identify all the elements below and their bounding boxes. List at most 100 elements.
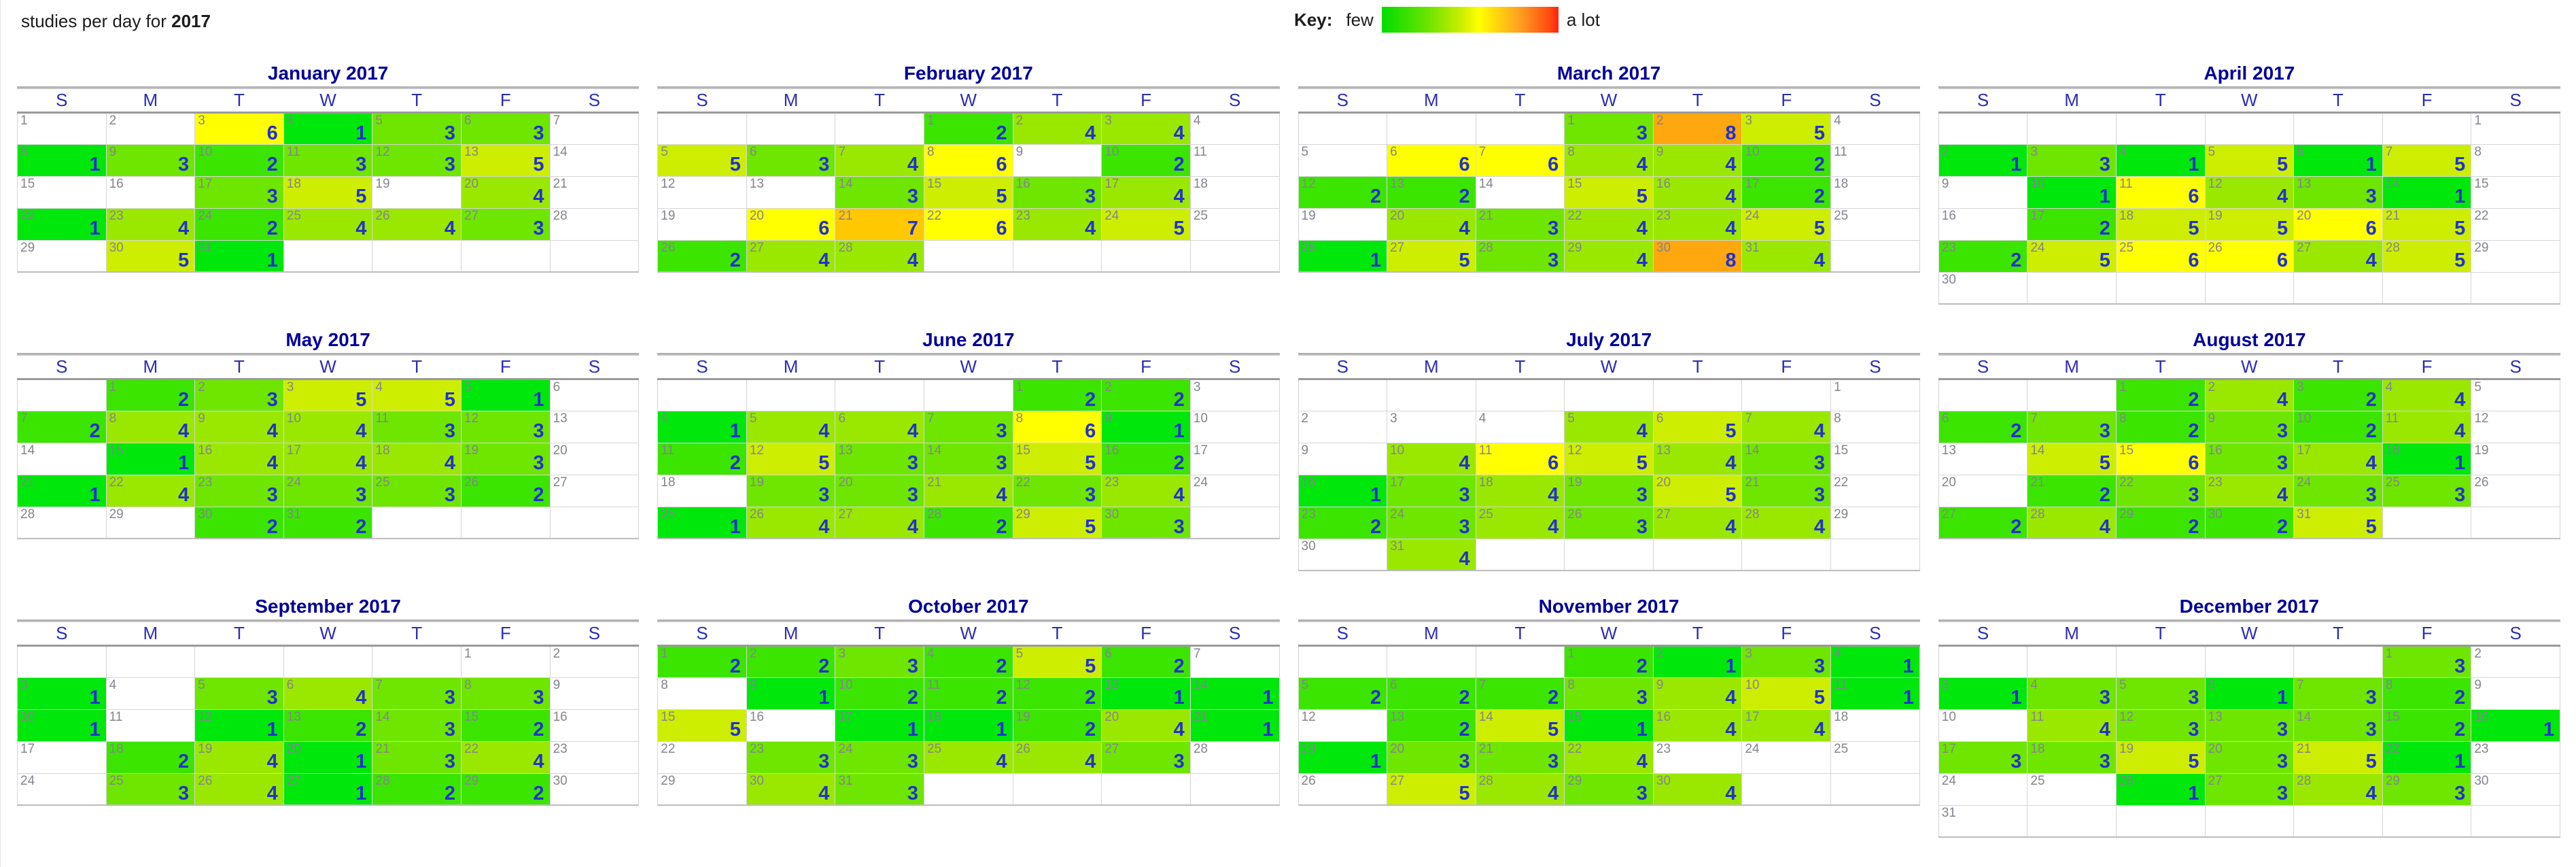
day-cell[interactable]: 31 5 (2293, 506, 2383, 539)
day-cell[interactable]: 23 2 (1938, 239, 2028, 273)
study-count[interactable]: 3 (444, 719, 455, 741)
study-count[interactable]: 1 (2365, 154, 2377, 175)
day-cell[interactable]: 18 5 (283, 175, 373, 209)
day-cell[interactable]: 24 3 (2293, 474, 2383, 507)
study-count[interactable]: 3 (2188, 719, 2199, 741)
day-cell[interactable]: 15 5 (924, 175, 1013, 209)
day-cell[interactable]: 10 1 (2027, 175, 2117, 209)
day-cell[interactable]: 26 3 (1564, 506, 1654, 539)
study-count[interactable]: 1 (1370, 484, 1382, 506)
study-count[interactable]: 4 (1173, 484, 1185, 506)
study-count[interactable]: 3 (533, 420, 544, 442)
study-count[interactable]: 5 (729, 719, 741, 741)
study-count[interactable]: 4 (818, 782, 830, 804)
study-count[interactable]: 3 (907, 751, 919, 772)
day-cell[interactable]: 14 3 (2293, 709, 2383, 742)
day-cell[interactable]: 23 4 (1012, 207, 1102, 241)
day-cell[interactable]: 15 2 (460, 709, 551, 742)
study-count[interactable]: 4 (1725, 154, 1737, 175)
day-cell[interactable]: 10 1 (17, 709, 107, 742)
study-count[interactable]: 3 (1636, 687, 1648, 709)
day-cell[interactable]: 18 3 (2027, 741, 2117, 774)
day-cell[interactable]: 14 3 (1741, 442, 1832, 475)
study-count[interactable]: 3 (266, 186, 278, 207)
study-count[interactable]: 4 (266, 782, 278, 804)
day-cell[interactable]: 10 2 (1101, 143, 1191, 177)
study-count[interactable]: 3 (444, 484, 455, 506)
study-count[interactable]: 4 (1173, 719, 1185, 741)
day-cell[interactable]: 24 5 (1741, 207, 1832, 241)
study-count[interactable]: 1 (89, 687, 101, 709)
day-cell[interactable]: 30 2 (194, 506, 284, 539)
day-cell[interactable]: 24 3 (283, 474, 373, 507)
day-cell[interactable]: 21 3 (1741, 474, 1832, 507)
day-cell[interactable]: 25 4 (1475, 506, 1565, 539)
study-count[interactable]: 5 (2276, 154, 2288, 175)
study-count[interactable]: 2 (1813, 154, 1826, 175)
study-count[interactable]: 4 (818, 515, 830, 538)
study-count[interactable]: 5 (1813, 218, 1826, 239)
study-count[interactable]: 3 (1813, 452, 1826, 474)
study-count[interactable]: 4 (2454, 388, 2466, 411)
study-count[interactable]: 3 (2188, 687, 2199, 709)
study-count[interactable]: 4 (1636, 751, 1648, 772)
study-count[interactable]: 1 (729, 420, 741, 442)
day-cell[interactable]: 22 6 (924, 207, 1013, 241)
study-count[interactable]: 4 (266, 420, 278, 442)
day-cell[interactable]: 16 3 (2204, 442, 2295, 475)
day-cell[interactable]: 11 2 (924, 677, 1013, 710)
study-count[interactable]: 1 (1636, 719, 1648, 741)
day-cell[interactable]: 12 4 (2204, 175, 2295, 209)
study-count[interactable]: 3 (266, 687, 278, 709)
day-cell[interactable]: 20 1 (283, 741, 373, 774)
day-cell[interactable]: 12 3 (460, 410, 551, 443)
study-count[interactable]: 3 (533, 218, 544, 239)
study-count[interactable]: 4 (1813, 249, 1826, 271)
study-count[interactable]: 2 (729, 452, 741, 474)
study-count[interactable]: 2 (729, 249, 741, 271)
study-count[interactable]: 4 (2276, 484, 2288, 506)
study-count[interactable]: 3 (444, 687, 455, 709)
study-count[interactable]: 4 (355, 452, 367, 474)
day-cell[interactable]: 21 1 (17, 474, 107, 507)
study-count[interactable]: 4 (1173, 186, 1185, 207)
study-count[interactable]: 4 (533, 186, 544, 207)
day-cell[interactable]: 27 2 (1938, 506, 2028, 539)
study-count[interactable]: 1 (355, 751, 367, 772)
study-count[interactable]: 4 (178, 420, 190, 442)
day-cell[interactable]: 27 3 (1101, 741, 1191, 774)
day-cell[interactable]: 30 8 (1652, 239, 1743, 273)
study-count[interactable]: 4 (2099, 719, 2110, 741)
day-cell[interactable]: 16 2 (1101, 442, 1191, 475)
study-count[interactable]: 3 (818, 154, 830, 175)
study-count[interactable]: 3 (2365, 186, 2377, 207)
day-cell[interactable]: 25 3 (2382, 474, 2472, 507)
day-cell[interactable]: 20 4 (460, 175, 551, 209)
study-count[interactable]: 4 (266, 751, 278, 772)
study-count[interactable]: 4 (1725, 687, 1737, 709)
day-cell[interactable]: 16 1 (1298, 474, 1388, 507)
study-count[interactable]: 6 (1459, 154, 1470, 175)
study-count[interactable]: 1 (2099, 186, 2110, 207)
study-count[interactable]: 5 (2099, 452, 2110, 474)
study-count[interactable]: 4 (355, 687, 367, 709)
study-count[interactable]: 3 (2365, 484, 2377, 506)
study-count[interactable]: 4 (1725, 218, 1737, 239)
day-cell[interactable]: 15 5 (657, 709, 747, 742)
